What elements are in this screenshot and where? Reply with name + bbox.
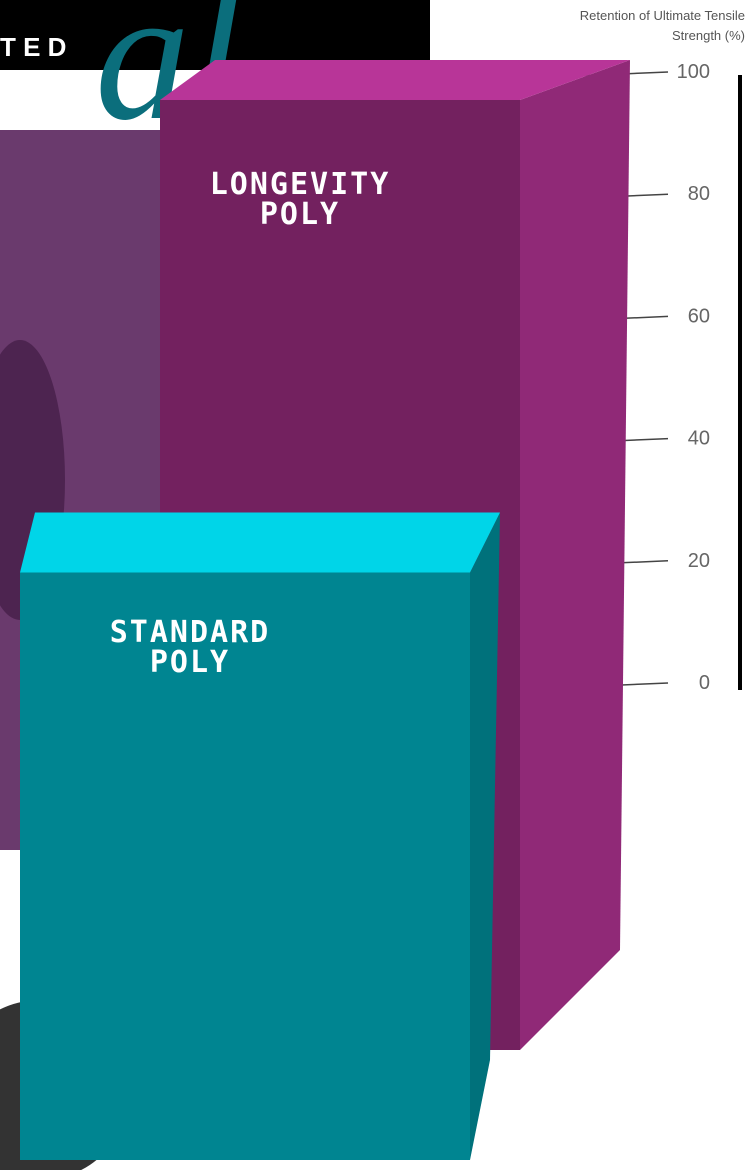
- y-tick-label: 20: [688, 550, 710, 572]
- category-label: STANDARD POLY: [90, 618, 290, 678]
- bar-top: [20, 513, 500, 573]
- page: T E D al 020406080100 Retention of Ultim…: [0, 0, 749, 1170]
- y-tick-label: 40: [688, 428, 710, 450]
- y-tick-label: 100: [677, 61, 710, 83]
- logo-tagline: T E D: [0, 32, 66, 62]
- y-tick-label: 80: [688, 183, 710, 205]
- bar-side: [520, 60, 630, 1050]
- category-label: LONGEVITY POLY: [200, 170, 400, 230]
- y-axis-label: Retention of Ultimate Tensile Strength (…: [555, 6, 745, 46]
- y-tick-label: 0: [699, 672, 710, 694]
- y-tick-label: 60: [688, 305, 710, 327]
